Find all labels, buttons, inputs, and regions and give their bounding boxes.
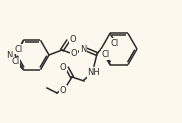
Text: O: O xyxy=(59,62,66,71)
Text: N: N xyxy=(80,45,86,54)
Text: Cl: Cl xyxy=(102,50,110,59)
Text: Cl: Cl xyxy=(14,45,23,54)
Text: NH: NH xyxy=(88,68,100,77)
Text: O: O xyxy=(71,49,77,59)
Text: N: N xyxy=(7,51,13,60)
Text: O: O xyxy=(70,36,77,45)
Text: O: O xyxy=(59,86,66,95)
Text: Cl: Cl xyxy=(111,39,119,48)
Text: Cl: Cl xyxy=(11,57,20,66)
